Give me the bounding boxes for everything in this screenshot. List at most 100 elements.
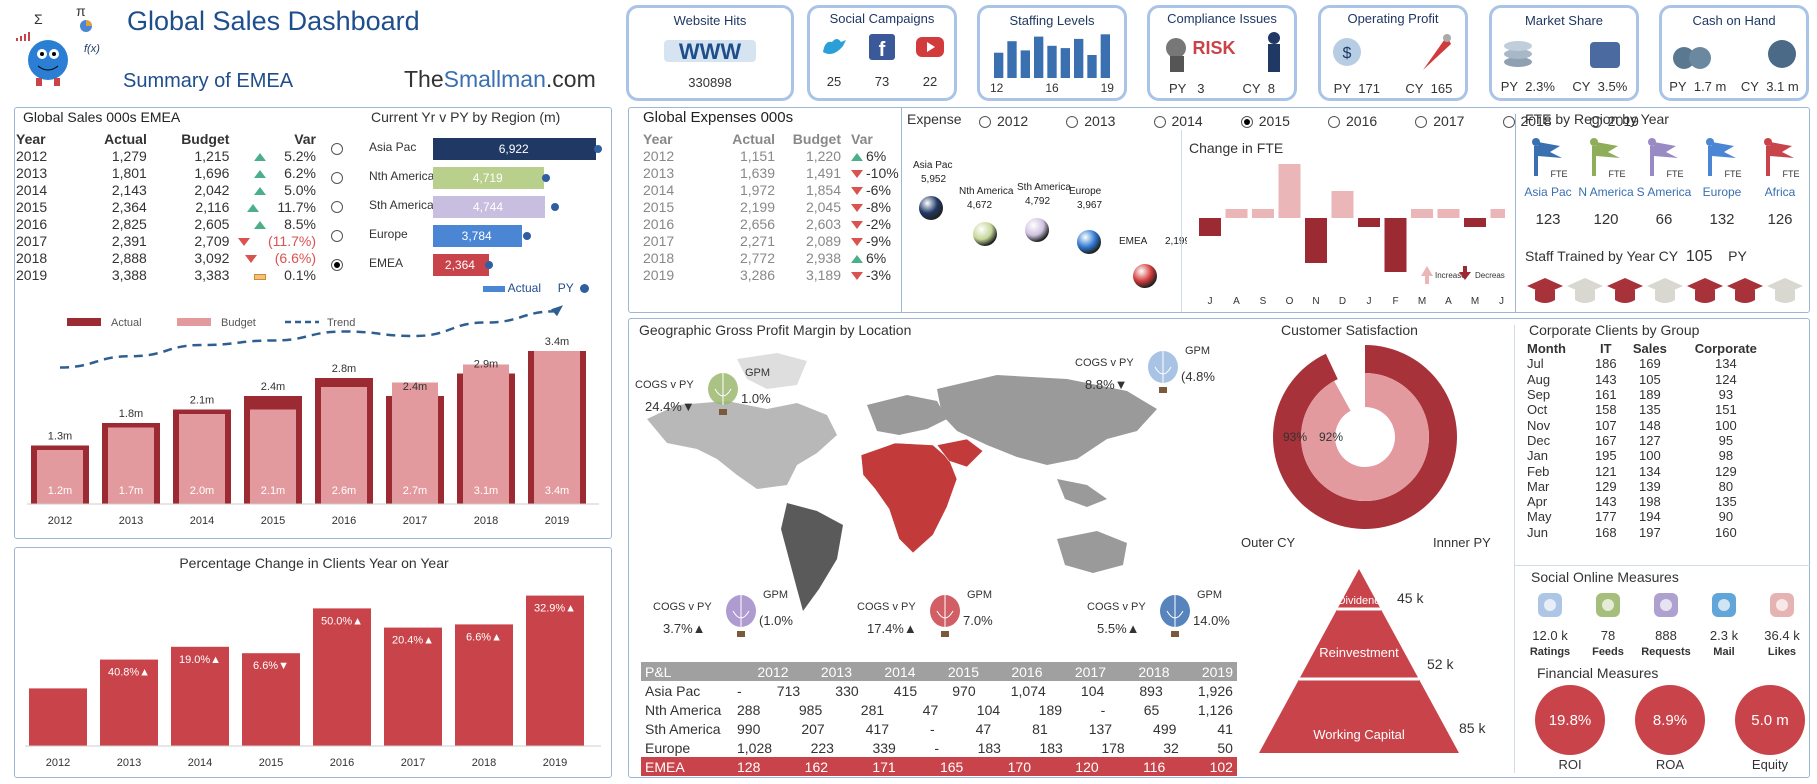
radio-button[interactable]	[1153, 116, 1166, 129]
radio-button[interactable]	[1328, 116, 1340, 129]
x-tick-label: 2016	[330, 757, 354, 769]
cell: Jun	[1527, 524, 1548, 540]
bubble-name: Europe	[1069, 186, 1102, 197]
var-value: 5.2%	[284, 147, 316, 164]
pl-cell: 183	[1039, 739, 1063, 756]
brand-part-b: Smallman	[443, 66, 546, 92]
table-row: Jan 195 100 98	[1527, 448, 1775, 463]
inner-ring	[1301, 373, 1429, 501]
sales-table: Year Actual Budget Var 2012 1,279 1,215 5.2…	[16, 130, 316, 283]
year-radio-2016[interactable]: 2016	[1328, 113, 1377, 129]
fte-flag-label: FTE	[1782, 169, 1800, 179]
x-tick-label: N	[1312, 296, 1319, 307]
down-arrow-icon	[851, 186, 863, 195]
expense-bubble	[1133, 264, 1157, 288]
clients-panel: Percentage Change in Clients Year on Yea…	[14, 547, 612, 778]
brand-link[interactable]: TheSmallman.com	[404, 66, 596, 93]
region-row[interactable]: Sth America 4,744	[319, 196, 609, 225]
pl-cell: 990	[737, 720, 761, 737]
kpi-title: Operating Profit	[1347, 11, 1439, 26]
region-row[interactable]: EMEA 2,364	[319, 254, 609, 283]
radio-button[interactable]	[1502, 116, 1515, 129]
kpi-website-hits[interactable]: Website Hits WWW 330898	[626, 5, 794, 101]
cell: 2013	[16, 164, 48, 181]
clients-bar-label: 19.0%▲	[179, 654, 221, 666]
up-arrow-icon	[247, 203, 260, 212]
cell: 189	[1638, 387, 1661, 403]
cell: 134	[1638, 463, 1661, 479]
kpi-title: Cash on Hand	[1692, 13, 1776, 28]
bubble-value: 3,967	[1077, 200, 1102, 211]
actual-label: 2.1m	[190, 395, 214, 407]
radio-button[interactable]	[1589, 116, 1602, 129]
clients-bar-label: 50.0%▲	[321, 615, 363, 627]
staffing-bar	[1047, 45, 1057, 78]
region-row[interactable]: Nth America 4,719	[319, 167, 609, 196]
region-radio[interactable]	[331, 259, 343, 271]
cell: 2,143	[111, 181, 147, 198]
year-radio-2015[interactable]: 2015	[1240, 113, 1290, 129]
cell: 2,888	[111, 249, 147, 266]
pyramid-level-value: 45 k	[1397, 590, 1424, 606]
radio-button[interactable]	[1415, 116, 1428, 129]
radio-button[interactable]	[1240, 116, 1253, 129]
svg-text:f(x): f(x)	[84, 43, 100, 55]
region-py-dot	[551, 203, 560, 211]
var-cell: 11.7%	[229, 198, 316, 215]
cy-label: CY	[1572, 79, 1591, 94]
var-cell: (11.7%)	[229, 232, 316, 249]
x-tick-label: M	[1418, 296, 1426, 307]
fte-region-name: N America	[1578, 185, 1634, 199]
var-cell: (6.6%)	[229, 249, 316, 266]
year-radio-2013[interactable]: 2013	[1066, 113, 1115, 129]
year-radio-2012[interactable]: 2012	[979, 113, 1028, 129]
year-radio-2018[interactable]: 2018	[1502, 113, 1552, 129]
region-radio[interactable]	[331, 172, 343, 184]
pl-row: Asia Pac - 713 330 415 970 1,074 104 893 1,926	[641, 681, 1237, 700]
radio-button[interactable]	[1066, 116, 1079, 129]
legend-budget-swatch	[177, 318, 211, 326]
financial-circle: 8.9%	[1635, 685, 1705, 755]
legend-py-dot	[580, 284, 590, 294]
bubble-value: 4,672	[967, 200, 992, 211]
cap-base	[1575, 290, 1595, 303]
kpi-cash-on-hand[interactable]: Cash on Hand PY 1.7 m CY 3.1 m	[1659, 5, 1809, 101]
kpi-market-share[interactable]: Market Share PY 2.3% CY 3.5%	[1489, 5, 1639, 101]
bubble-name: Nth America	[959, 186, 1014, 197]
region-radio[interactable]	[331, 201, 343, 213]
region-bar	[433, 254, 489, 276]
var-cell: -10%	[841, 164, 903, 181]
cell: 95	[1718, 432, 1734, 448]
cell: 3,383	[194, 266, 230, 283]
balloon-annotation: COGS v PY 24.4%▼ GPM 1.0%	[635, 363, 785, 433]
year-radio-2014[interactable]: 2014	[1153, 113, 1203, 129]
region-title: Current Yr v PY by Region (m)	[371, 109, 561, 125]
kpi-compliance-issues[interactable]: Compliance Issues RISK PY 3 CY 8	[1147, 5, 1297, 101]
py-label: PY	[1500, 79, 1519, 94]
region-radio[interactable]	[331, 230, 343, 242]
region-radio[interactable]	[331, 143, 343, 155]
sales-panel: Global Sales 000s EMEA Year Actual Budge…	[14, 107, 612, 539]
flag-icon	[1590, 138, 1620, 176]
var-value: -3%	[866, 266, 891, 283]
customer-satisfaction-donut: 93% 92%	[1273, 345, 1457, 529]
cy-value: 3.5%	[1597, 79, 1628, 94]
up-arrow-icon	[254, 152, 267, 161]
fte-region-4: FTE Africa 126	[1751, 136, 1809, 228]
radio-button[interactable]	[979, 116, 991, 129]
cell: 167	[1594, 432, 1617, 448]
region-row[interactable]: Europe 3,784	[319, 225, 609, 254]
kpi-operating-profit[interactable]: Operating Profit $ PY 171 CY 165	[1318, 5, 1468, 101]
trend-line	[59, 310, 558, 369]
pl-cell: 32	[1163, 739, 1179, 756]
py-label: PY	[1669, 79, 1687, 94]
staffing-bar	[1074, 38, 1084, 78]
region-row[interactable]: Asia Pac 6,922	[319, 138, 609, 167]
year-radio-2017[interactable]: 2017	[1415, 113, 1464, 129]
pl-cell: 81	[1032, 720, 1048, 737]
year-radio-2019[interactable]: 2019	[1589, 113, 1639, 129]
cogs-value: 17.4%▲	[867, 621, 917, 636]
kpi-social-campaigns[interactable]: Social Campaigns f 25 73 22	[807, 5, 957, 101]
actual-label: 1.8m	[119, 408, 143, 420]
kpi-staffing-levels[interactable]: Staffing Levels 12 16 19	[977, 5, 1127, 101]
